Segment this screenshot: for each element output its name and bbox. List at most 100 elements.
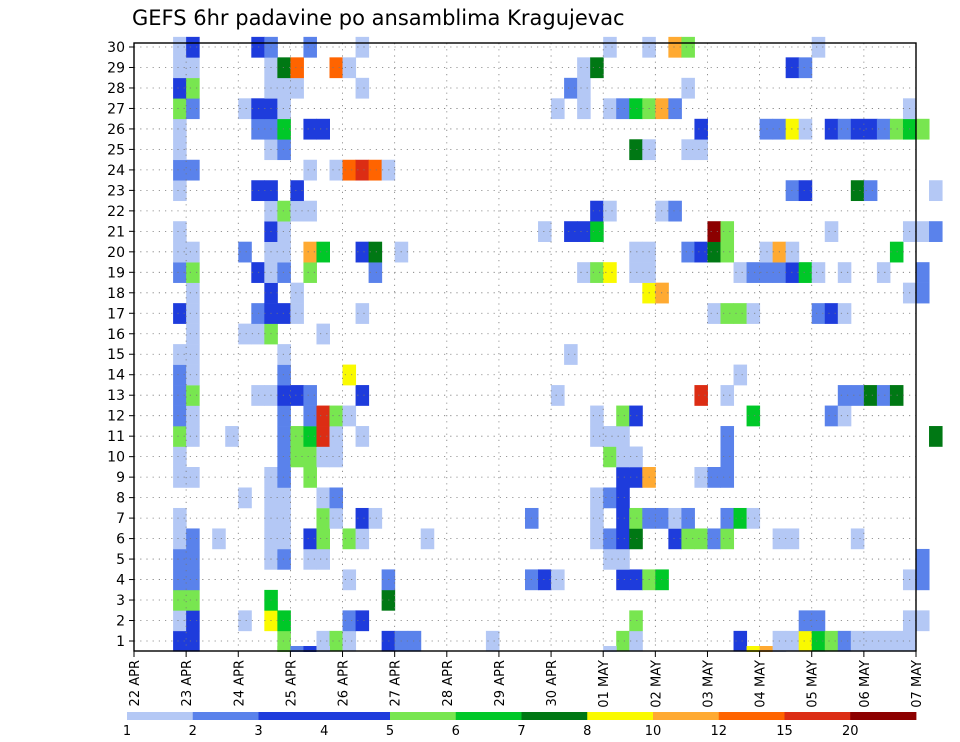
- heatmap-cell: [824, 118, 839, 140]
- heatmap-cell: [916, 548, 930, 570]
- heatmap-cell: [290, 446, 304, 468]
- heatmap-cell: [173, 180, 187, 202]
- heatmap-cell: [186, 57, 200, 79]
- heatmap-cell: [694, 528, 708, 550]
- legend-label: 20: [842, 724, 859, 739]
- heatmap-cell: [798, 180, 813, 202]
- heatmap-cell: [277, 467, 291, 488]
- y-tick-label: 29: [107, 60, 125, 76]
- heatmap-cell: [303, 118, 317, 140]
- heatmap-cell: [916, 118, 930, 140]
- legend-label: 2: [189, 724, 197, 739]
- heatmap-cell: [342, 159, 357, 181]
- heatmap-cell: [629, 569, 643, 591]
- heatmap-cell: [290, 426, 304, 447]
- heatmap-cell: [590, 200, 604, 222]
- y-tick-label: 21: [107, 224, 125, 240]
- heatmap-cell: [590, 426, 604, 447]
- plot-frame: [133, 42, 917, 652]
- heatmap-cell: [342, 405, 357, 427]
- x-tick-label: 22 APR: [128, 660, 143, 706]
- heatmap-cell: [277, 303, 291, 324]
- heatmap-cell: [876, 630, 891, 652]
- heatmap-cell: [342, 57, 357, 79]
- heatmap-cell: [590, 507, 604, 529]
- y-tick-label: 22: [107, 204, 125, 220]
- heatmap-cell: [929, 180, 943, 202]
- heatmap-cell: [303, 528, 317, 550]
- heatmap-cell: [603, 446, 617, 468]
- heatmap-cell: [303, 467, 317, 488]
- heatmap-cell: [303, 385, 317, 406]
- grid-lines: [134, 43, 916, 651]
- heatmap-cell: [746, 405, 761, 427]
- heatmap-cell: [577, 57, 591, 79]
- heatmap-cell: [342, 364, 357, 386]
- heatmap-cell: [277, 118, 291, 140]
- heatmap-cell: [368, 241, 383, 263]
- heatmap-cell: [551, 98, 565, 120]
- heatmap-cell: [303, 241, 317, 263]
- heatmap-cell: [798, 57, 813, 79]
- heatmap-cell: [876, 385, 891, 406]
- y-tick-label: 16: [107, 327, 125, 343]
- heatmap-cell: [850, 180, 865, 202]
- legend-swatch: [324, 712, 391, 720]
- legend-swatch: [390, 712, 457, 720]
- heatmap-cell: [186, 569, 200, 591]
- heatmap-cell: [538, 569, 552, 591]
- heatmap-cell: [629, 262, 643, 283]
- heatmap-cell: [916, 569, 930, 591]
- x-tick-label: 04 MAY: [754, 660, 769, 708]
- heatmap-cell: [564, 77, 578, 99]
- y-tick-label: 27: [107, 101, 125, 117]
- heatmap-cell: [173, 467, 187, 488]
- y-tick-label: 1: [116, 634, 125, 650]
- heatmap-cell: [173, 139, 187, 161]
- heatmap-cell: [186, 528, 200, 550]
- heatmap-cell: [290, 385, 304, 406]
- heatmap-cell: [173, 118, 187, 140]
- heatmap-cell: [876, 262, 891, 283]
- heatmap-cell: [746, 646, 761, 652]
- heatmap-cell: [590, 487, 604, 509]
- heatmap-cell: [173, 241, 187, 263]
- y-tick-label: 9: [116, 470, 125, 486]
- legend-swatch: [455, 712, 522, 720]
- heatmap-cell: [798, 118, 813, 140]
- x-tick-label: 06 MAY: [858, 660, 873, 708]
- heatmap-cell: [316, 528, 330, 550]
- heatmap-cell: [798, 630, 813, 652]
- heatmap-cell: [772, 646, 787, 652]
- y-tick-label: 15: [107, 347, 125, 363]
- heatmap-cell: [277, 57, 291, 79]
- heatmap-cell: [186, 385, 200, 406]
- heatmap-cell: [863, 180, 878, 202]
- heatmap-cell: [173, 385, 187, 406]
- heatmap-cell: [290, 77, 304, 99]
- heatmap-cell: [277, 364, 291, 386]
- x-tick-label: 01 MAY: [597, 660, 612, 708]
- heatmap-cell: [238, 241, 252, 263]
- heatmap-cell: [759, 646, 774, 652]
- heatmap-cell: [929, 426, 943, 447]
- y-tick-label: 30: [107, 40, 125, 56]
- heatmap-cell: [316, 405, 330, 427]
- y-tick-label: 24: [107, 163, 125, 179]
- y-tick-label: 26: [107, 122, 125, 138]
- heatmap-cell: [824, 303, 839, 324]
- heatmap-cell: [616, 487, 630, 509]
- x-tick-label: 27 APR: [389, 660, 404, 706]
- heatmap-cell: [277, 507, 291, 529]
- legend-swatch: [587, 712, 654, 720]
- legend-swatch: [784, 712, 851, 720]
- heatmap-cell: [173, 569, 187, 591]
- heatmap-cell: [720, 528, 735, 550]
- heatmap-cell: [603, 262, 617, 283]
- heatmap-cell: [186, 323, 200, 345]
- heatmap-cell: [863, 630, 878, 652]
- heatmap-cell: [590, 528, 604, 550]
- heatmap-cell: [329, 426, 344, 447]
- heatmap-cell: [824, 630, 839, 652]
- heatmap-cell: [173, 344, 187, 365]
